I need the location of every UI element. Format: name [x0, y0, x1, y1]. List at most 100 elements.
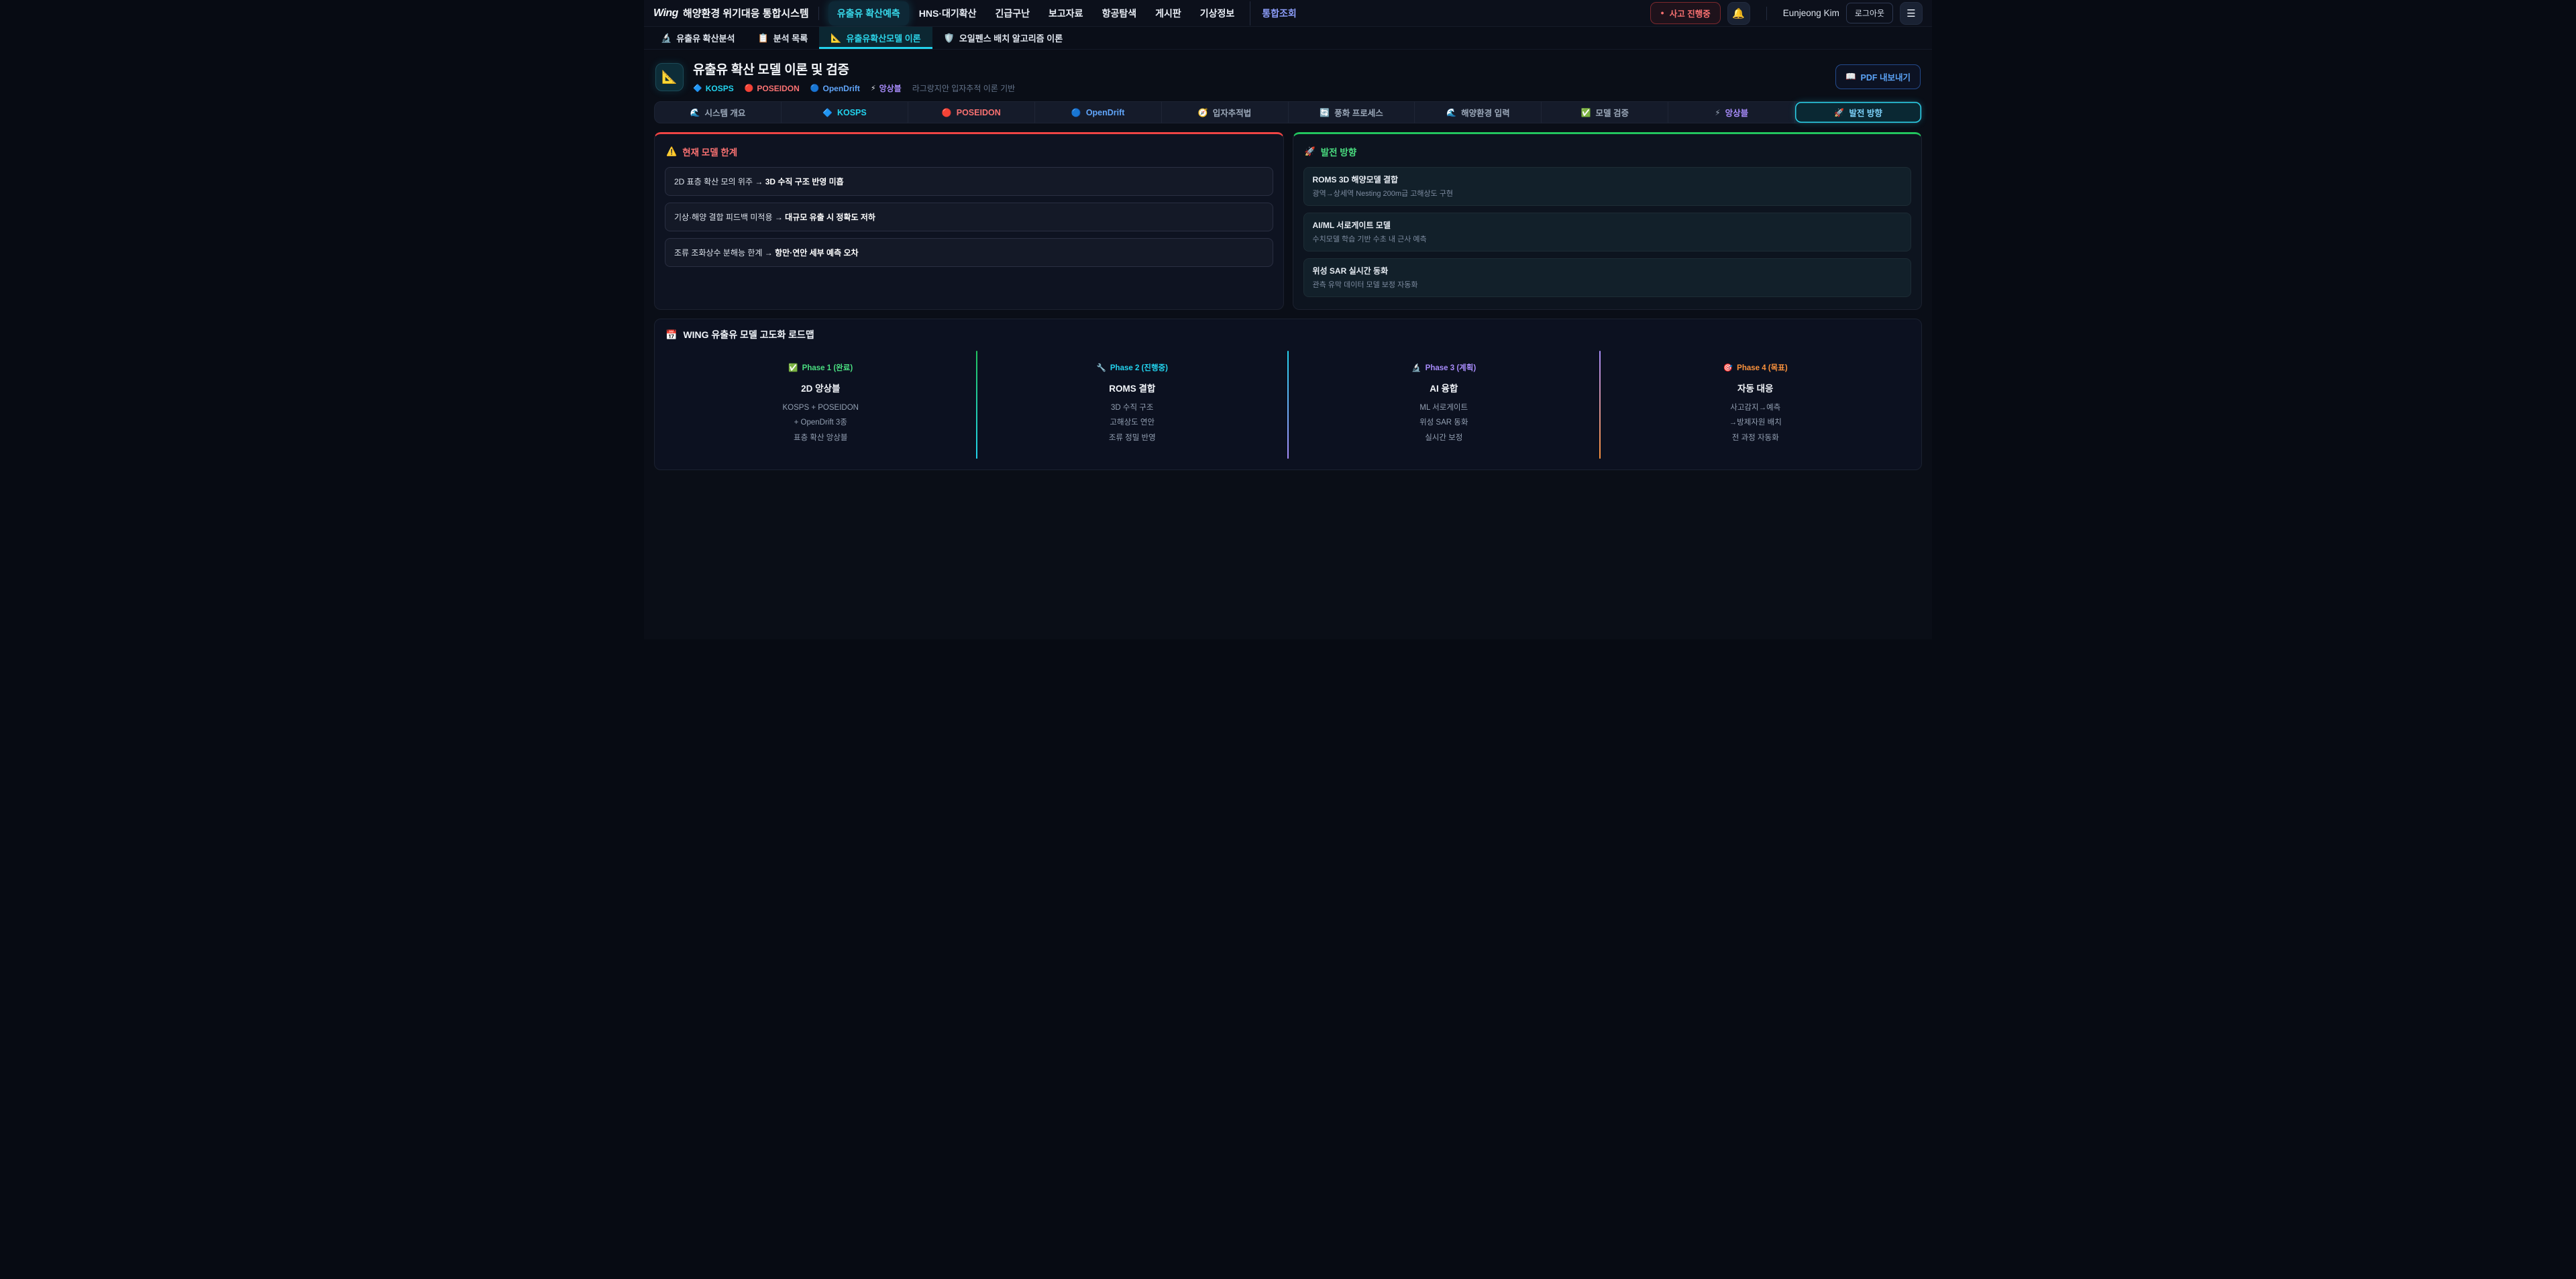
pdf-export-button[interactable]: 📖 PDF 내보내기	[1835, 64, 1921, 89]
topnav-right-cluster: ● 사고 진행중 🔔 Eunjeong Kim 로그아웃 ☰	[1650, 1, 1923, 25]
target-icon: 🎯	[1723, 364, 1733, 372]
nav-item-hns-air-dispersion[interactable]: HNS·대기확산	[918, 7, 977, 19]
section-tab-opendrift[interactable]: 🔵 OpenDrift	[1035, 102, 1162, 123]
future-item: ROMS 3D 해양모델 결합 광역→상세역 Nesting 200m급 고해상…	[1303, 167, 1911, 206]
check-icon: ✅	[788, 364, 798, 372]
section-tab-poseidon[interactable]: 🔴 POSEIDON	[908, 102, 1035, 123]
nav-item-emergency-rescue[interactable]: 긴급구난	[995, 7, 1030, 19]
badge-label: KOSPS	[705, 83, 734, 93]
tab-label: 오일펜스 배치 알고리즘 이론	[959, 34, 1063, 44]
tab-analysis-list[interactable]: 📋 분석 목록	[747, 27, 820, 49]
limitation-item: 조류 조화상수 분해능 한계 → 항만·연안 세부 예측 오차	[665, 238, 1273, 267]
badge-kosps: 🔷 KOSPS	[693, 84, 734, 93]
tab-spill-analysis[interactable]: 🔬 유출유 확산분석	[649, 27, 747, 49]
microscope-icon: 🔬	[661, 32, 672, 43]
logout-button[interactable]: 로그아웃	[1845, 3, 1893, 23]
section-tab-label: POSEIDON	[956, 107, 1001, 117]
nav-item-weather-info[interactable]: 기상정보	[1199, 7, 1235, 19]
red-circle-icon: 🔴	[744, 85, 754, 93]
limitation-item: 2D 표층 확산 모의 위주 → 3D 수직 구조 반영 미흡	[665, 167, 1273, 196]
nav-item-oil-spill-prediction[interactable]: 유출유 확산예측	[828, 1, 909, 25]
nav-item-board[interactable]: 게시판	[1155, 7, 1181, 19]
future-header: 🚀 발전 방향	[1305, 145, 1911, 158]
limitation-text: 2D 표층 확산 모의 위주 →	[674, 177, 763, 186]
phase-separator	[1599, 351, 1601, 459]
phase-detail-line: 실시간 보정	[1425, 433, 1463, 442]
rocket-icon: 🚀	[1304, 146, 1316, 156]
phase-detail-line: 전 과정 자동화	[1731, 433, 1779, 442]
page-title: 유출유 확산 모델 이론 및 검증	[693, 63, 849, 77]
phase-3-title: AI 융합	[1430, 384, 1458, 394]
roadmap-columns: ✅ Phase 1 (완료) 2D 앙상블 KOSPS + POSEIDON +…	[665, 341, 1911, 465]
future-item-title: ROMS 3D 해양모델 결합	[1312, 175, 1399, 184]
section-tab-label: 풍화 프로세스	[1334, 109, 1383, 118]
section-tab-system-overview[interactable]: 🌊 시스템 개요	[655, 102, 782, 123]
hamburger-menu-button[interactable]: ☰	[1900, 1, 1923, 25]
section-tab-ensemble[interactable]: ⚡ 앙상블	[1668, 102, 1796, 123]
phase-detail-line: 표층 확산 앙상블	[794, 433, 848, 442]
phase-detail-line: KOSPS + POSEIDON	[782, 404, 859, 412]
phase-detail-line: + OpenDrift 3종	[794, 419, 847, 427]
section-tab-model-validation[interactable]: ✅ 모델 검증	[1542, 102, 1669, 123]
phase-4-title: 자동 대응	[1737, 384, 1774, 394]
diamond-icon: 🔷	[822, 107, 833, 117]
tab-oil-fence-theory[interactable]: 🛡️ 오일펜스 배치 알고리즘 이론	[932, 27, 1075, 49]
section-tab-label: OpenDrift	[1085, 107, 1125, 117]
blue-circle-icon: 🔵	[810, 85, 820, 93]
section-tab-label: 발전 방향	[1849, 109, 1882, 118]
section-tab-label: 입자추적법	[1212, 109, 1252, 118]
badge-label: OpenDrift	[822, 83, 860, 93]
badge-ensemble: ⚡ 앙상블	[871, 82, 902, 94]
phase-separator	[1287, 351, 1289, 459]
phase-label-text: Phase 1 (완료)	[802, 364, 853, 372]
bell-icon: 🔔	[1732, 7, 1746, 19]
divider	[818, 6, 819, 20]
notification-bell-button[interactable]: 🔔	[1727, 1, 1750, 25]
divider	[1766, 6, 1767, 20]
cycle-icon: 🔄	[1320, 107, 1330, 117]
future-item: AI/ML 서로게이트 모델 수치모델 학습 기반 수초 내 근사 예측	[1303, 213, 1911, 252]
section-tab-particle-tracking[interactable]: 🧭 입자추적법	[1162, 102, 1289, 123]
tab-label: 유출유확산모델 이론	[846, 34, 921, 44]
wrench-icon: 🔧	[1096, 364, 1106, 372]
badge-opendrift: 🔵 OpenDrift	[810, 84, 860, 93]
limitations-header: ⚠️ 현재 모델 한계	[666, 145, 1272, 158]
logo-wing-mark: Wing	[653, 7, 678, 19]
phase-label-text: Phase 2 (진행중)	[1110, 364, 1168, 372]
blue-circle-icon: 🔵	[1071, 107, 1081, 117]
phase-label-text: Phase 4 (목표)	[1737, 364, 1788, 372]
wave-icon: 🌊	[690, 107, 700, 117]
phase-detail-line: 위성 SAR 동화	[1419, 419, 1468, 427]
section-tab-weathering-process[interactable]: 🔄 풍화 프로세스	[1289, 102, 1415, 123]
phase-detail-line: 사고감지→예측	[1730, 404, 1781, 412]
future-direction-panel: 🚀 발전 방향 ROMS 3D 해양모델 결합 광역→상세역 Nesting 2…	[1292, 132, 1922, 310]
section-tab-label: 해양환경 입력	[1461, 109, 1510, 118]
nav-item-aerial-search[interactable]: 항공탐색	[1102, 7, 1137, 19]
roadmap-panel: 📅 WING 유출유 모델 고도화 로드맵 ✅ Phase 1 (완료) 2D …	[654, 319, 1922, 471]
tab-spill-model-theory[interactable]: 📐 유출유확산모델 이론	[819, 27, 932, 49]
incident-status-badge[interactable]: ● 사고 진행중	[1650, 2, 1721, 24]
red-circle-icon: 🔴	[941, 107, 952, 117]
roadmap-phase-4: 🎯 Phase 4 (목표) 자동 대응 사고감지→예측 →방제자원 배치 전 …	[1601, 351, 1911, 459]
phase-1-label: ✅ Phase 1 (완료)	[788, 362, 853, 373]
section-tab-kosps[interactable]: 🔷 KOSPS	[782, 102, 908, 123]
tab-label: 유출유 확산분석	[676, 34, 735, 44]
limitation-text: 기상·해양 결합 피드백 미적용 →	[674, 213, 783, 222]
section-tab-future-direction[interactable]: 🚀 발전 방향	[1795, 102, 1922, 123]
section-tab-marine-env-input[interactable]: 🌊 해양환경 입력	[1415, 102, 1542, 123]
compass-icon: 🧭	[1197, 107, 1208, 117]
badge-label: 앙상블	[879, 84, 902, 93]
nav-item-reports[interactable]: 보고자료	[1049, 7, 1083, 19]
roadmap-phase-3: 🔬 Phase 3 (계획) AI 융합 ML 서로게이트 위성 SAR 동화 …	[1289, 351, 1599, 459]
panels-row: ⚠️ 현재 모델 한계 2D 표층 확산 모의 위주 → 3D 수직 구조 반영…	[654, 132, 1922, 310]
main-menu: 유출유 확산예측 HNS·대기확산 긴급구난 보고자료 항공탐색 게시판 기상정…	[828, 1, 1305, 25]
tab-label: 분석 목록	[773, 34, 808, 44]
phase-label-text: Phase 3 (계획)	[1425, 364, 1477, 372]
roadmap-title: WING 유출유 모델 고도화 로드맵	[683, 329, 814, 340]
roadmap-phase-2: 🔧 Phase 2 (진행중) ROMS 결합 3D 수직 구조 고해상도 연안…	[977, 351, 1288, 459]
microscope-icon: 🔬	[1411, 364, 1421, 372]
nav-item-integrated-search[interactable]: 통합조회	[1250, 1, 1305, 25]
ruler-icon: 📐	[830, 32, 842, 43]
roadmap-phase-1: ✅ Phase 1 (완료) 2D 앙상블 KOSPS + POSEIDON +…	[665, 351, 976, 459]
phase-detail-line: 고해상도 연안	[1110, 419, 1155, 427]
